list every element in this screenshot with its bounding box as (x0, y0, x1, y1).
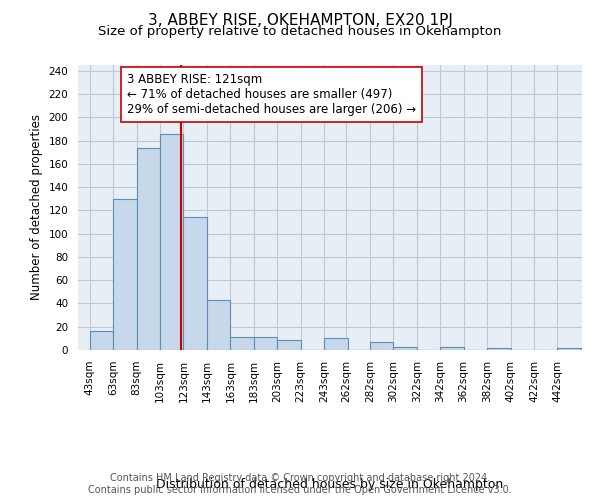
Bar (137, 148, 160, 350)
Text: Size of property relative to detached houses in Okehampton: Size of property relative to detached ho… (98, 25, 502, 38)
Bar (230, 337, 254, 350)
Bar (393, 346, 417, 350)
Bar (557, 348, 581, 350)
Bar (254, 337, 277, 350)
Bar (277, 340, 301, 350)
Bar (487, 348, 511, 350)
Bar (90, 332, 113, 350)
Text: 3 ABBEY RISE: 121sqm
← 71% of detached houses are smaller (497)
29% of semi-deta: 3 ABBEY RISE: 121sqm ← 71% of detached h… (127, 73, 416, 116)
Bar (440, 346, 464, 350)
Text: 3, ABBEY RISE, OKEHAMPTON, EX20 1PJ: 3, ABBEY RISE, OKEHAMPTON, EX20 1PJ (148, 12, 452, 28)
Bar (207, 300, 230, 350)
Bar (184, 218, 207, 350)
X-axis label: Distribution of detached houses by size in Okehampton: Distribution of detached houses by size … (157, 478, 503, 491)
Bar (113, 199, 137, 350)
Y-axis label: Number of detached properties: Number of detached properties (30, 114, 43, 300)
Bar (324, 338, 347, 350)
Bar (370, 342, 393, 350)
Bar (160, 134, 184, 350)
Text: Contains HM Land Registry data © Crown copyright and database right 2024.
Contai: Contains HM Land Registry data © Crown c… (88, 474, 512, 495)
